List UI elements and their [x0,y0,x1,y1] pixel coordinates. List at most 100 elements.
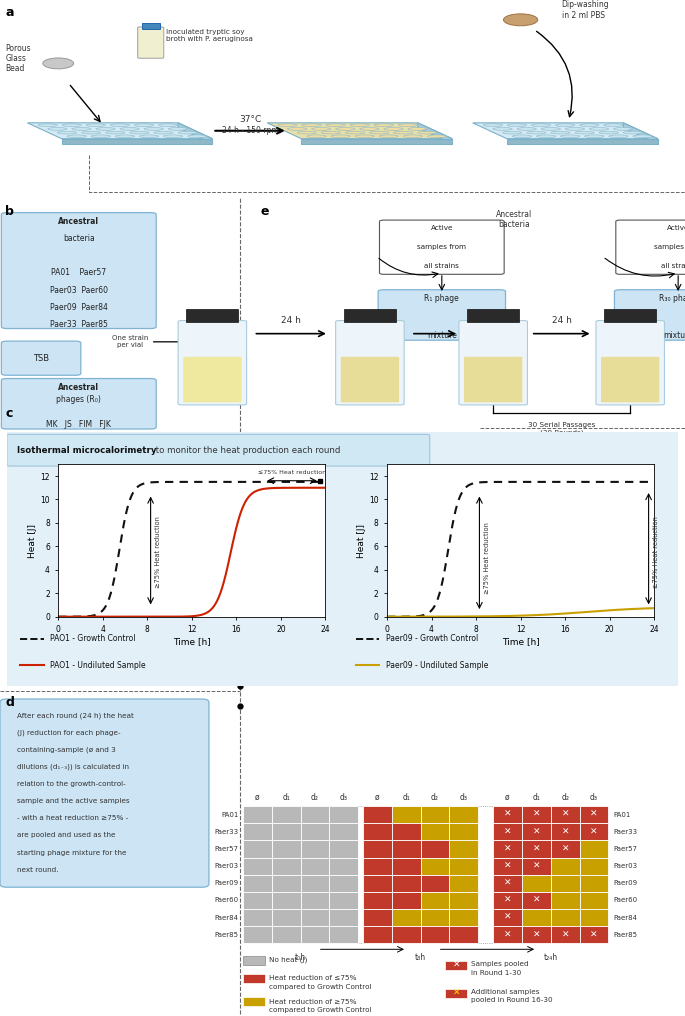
Bar [551,892,580,909]
Polygon shape [418,123,452,143]
Bar [522,875,551,892]
Bar [493,823,522,840]
Text: ✕: ✕ [504,879,511,888]
FancyBboxPatch shape [459,321,527,405]
Bar [449,806,478,823]
Text: Paer03: Paer03 [614,863,638,869]
Text: Inoculated tryptic soy
broth with P. aeruginosa: Inoculated tryptic soy broth with P. aer… [166,29,253,42]
Ellipse shape [115,135,134,138]
Text: Paer03: Paer03 [214,863,238,869]
Ellipse shape [336,128,355,130]
Text: ✕: ✕ [504,844,511,853]
Ellipse shape [609,135,628,138]
Y-axis label: Heat [J]: Heat [J] [358,523,366,558]
Ellipse shape [493,128,512,130]
Bar [449,909,478,927]
FancyBboxPatch shape [340,357,399,402]
Y-axis label: Heat [J]: Heat [J] [29,523,38,558]
Bar [392,806,421,823]
FancyBboxPatch shape [0,699,209,887]
Bar [551,806,580,823]
Bar [580,823,608,840]
Text: d₂: d₂ [431,793,439,802]
Ellipse shape [140,135,159,138]
Ellipse shape [82,131,101,134]
Ellipse shape [105,131,125,134]
Bar [243,973,265,983]
Bar [580,927,608,943]
FancyBboxPatch shape [616,220,685,274]
Text: phages (R₀): phages (R₀) [56,395,101,404]
Ellipse shape [369,131,388,134]
Ellipse shape [58,131,77,134]
Ellipse shape [42,58,74,69]
Text: TSB: TSB [33,354,49,363]
Text: R₁ phage: R₁ phage [425,294,459,303]
Text: ø: ø [256,793,260,802]
Text: sample and the active samples: sample and the active samples [17,799,129,804]
Text: Additional samples: Additional samples [471,990,540,996]
Text: d₁: d₁ [282,793,290,802]
Text: d: d [5,696,14,709]
Polygon shape [27,123,212,138]
Text: Paer09: Paer09 [614,880,638,886]
Bar [522,806,551,823]
Bar [604,309,656,322]
Bar [301,823,329,840]
Bar [344,309,396,322]
Text: relation to the growth-control-: relation to the growth-control- [17,781,126,787]
Text: d₁: d₁ [532,793,540,802]
Bar [445,960,467,969]
Bar [272,909,301,927]
X-axis label: Time [h]: Time [h] [501,637,540,646]
FancyBboxPatch shape [183,357,242,402]
Ellipse shape [38,124,57,127]
Ellipse shape [307,135,326,138]
Text: Paer33: Paer33 [614,829,638,835]
Bar [580,875,608,892]
X-axis label: Time [h]: Time [h] [173,637,211,646]
Text: PAO1 - Undiluted Sample: PAO1 - Undiluted Sample [51,660,146,670]
Ellipse shape [403,135,423,138]
Bar [363,858,392,875]
Bar [493,858,522,875]
Text: compared to Growth Control: compared to Growth Control [269,1008,372,1013]
Ellipse shape [633,135,652,138]
Bar [186,309,238,322]
Text: R₃₀ phage: R₃₀ phage [659,294,685,303]
Bar [301,892,329,909]
Text: Paer57: Paer57 [614,846,638,852]
Bar [329,892,358,909]
Bar [522,909,551,927]
Text: d₁: d₁ [402,793,410,802]
Bar [580,858,608,875]
Text: ✕: ✕ [533,844,540,853]
Bar [522,858,551,875]
Ellipse shape [575,131,594,134]
Ellipse shape [541,128,560,130]
FancyBboxPatch shape [7,435,429,466]
Ellipse shape [384,128,403,130]
Ellipse shape [355,135,374,138]
Ellipse shape [134,124,153,127]
Bar [449,858,478,875]
Text: ✕: ✕ [504,931,511,939]
FancyBboxPatch shape [1,212,156,328]
Ellipse shape [418,131,437,134]
Ellipse shape [144,128,163,130]
Bar [580,806,608,823]
Ellipse shape [120,128,139,130]
Ellipse shape [326,124,345,127]
Bar [301,875,329,892]
Bar [493,806,522,823]
Text: t₈h: t₈h [415,953,426,962]
Text: ✕: ✕ [504,896,511,905]
Ellipse shape [169,128,188,130]
Text: pooled in Round 16-30: pooled in Round 16-30 [471,998,553,1004]
Ellipse shape [345,131,364,134]
Text: ✕: ✕ [504,913,511,923]
Ellipse shape [508,124,527,127]
Bar [522,840,551,858]
Ellipse shape [427,135,447,138]
Bar [522,892,551,909]
